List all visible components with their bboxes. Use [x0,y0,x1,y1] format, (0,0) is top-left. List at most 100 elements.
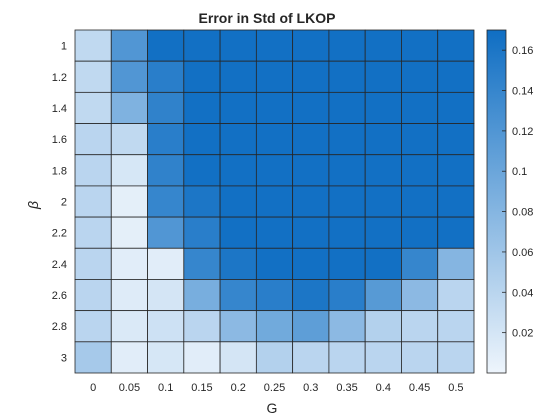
heatmap-cell [364,310,402,343]
heatmap-cell [401,341,439,374]
heatmap-cell [328,310,366,343]
heatmap-cell [437,341,475,374]
heatmap-cell [437,310,475,343]
heatmap-cell [437,279,475,312]
heatmap-cell [401,154,439,187]
heatmap-cell [219,60,257,93]
x-tick-label: 0.3 [303,382,318,394]
x-tick-label: 0.05 [119,382,140,394]
heatmap-cell [183,247,221,280]
heatmap-cell [110,91,148,124]
heatmap-cell [401,310,439,343]
x-tick-label: 0.5 [448,382,463,394]
heatmap-cell [110,310,148,343]
heatmap-cell [110,341,148,374]
heatmap-cell [255,29,294,62]
heatmap-cell [437,91,475,124]
heatmap-cell [183,216,221,249]
heatmap-cell [292,185,330,218]
heatmap-cells [74,29,475,374]
heatmap-cell [74,123,112,156]
heatmap-cell [74,341,112,374]
heatmap-cell [292,154,330,187]
heatmap-cell [110,154,148,187]
x-tick-label: 0.4 [376,382,391,394]
heatmap-cell [183,123,221,156]
heatmap-cell [328,185,366,218]
y-tick-label: 2.8 [52,321,67,333]
heatmap-cell [110,29,148,62]
heatmap-cell [147,310,185,343]
y-axis-ticks: 1 1.2 1.4 1.6 1.8 2 2.2 2.4 2.6 2.8 3 [52,41,67,365]
heatmap-cell [364,341,402,374]
heatmap-cell [110,185,148,218]
x-tick-label: 0.25 [264,382,285,394]
y-tick-label: 1.6 [52,134,67,146]
heatmap-cell [292,341,330,374]
heatmap-cell [74,279,112,312]
heatmap-cell [147,247,185,280]
heatmap-cell [255,60,294,93]
heatmap-cell [364,91,402,124]
heatmap-cell [437,154,475,187]
heatmap-cell [328,216,366,249]
x-tick-label: 0.1 [158,382,173,394]
heatmap-cell [110,247,148,280]
heatmap-cell [328,279,366,312]
heatmap-cell [401,29,439,62]
heatmap-cell [364,60,402,93]
heatmap-cell [364,29,402,62]
heatmap-cell [328,154,366,187]
heatmap-cell [364,185,402,218]
x-axis-ticks: 0 0.05 0.1 0.15 0.2 0.25 0.3 0.35 0.4 0.45 0.5 [90,382,463,394]
y-tick-label: 2.4 [52,259,67,271]
heatmap-cell [219,247,257,280]
heatmap-cell [437,123,475,156]
colorbar-tick-label: 0.1 [512,166,527,178]
heatmap-cell [74,154,112,187]
chart-title: Error in Std of LKOP [199,10,336,26]
heatmap-cell [110,60,148,93]
heatmap-cell [219,310,257,343]
y-tick-label: 3 [61,352,67,364]
heatmap-cell [292,310,330,343]
heatmap-cell [219,29,257,62]
x-tick-label: 0.2 [231,382,246,394]
colorbar-tick-label: 0.12 [512,126,533,138]
colorbar-tick-label: 0.16 [512,45,533,57]
heatmap-cell [364,216,402,249]
y-tick-label: 2.6 [52,290,67,302]
heatmap-cell [292,123,330,156]
heatmap-cell [328,123,366,156]
heatmap-cell [219,216,257,249]
heatmap-cell [183,29,221,62]
heatmap-cell [401,91,439,124]
colorbar: 0.02 0.04 0.06 0.08 0.1 0.12 0.14 0.16 [486,29,533,374]
heatmap-cell [110,279,148,312]
heatmap-cell [219,185,257,218]
heatmap-cell [147,185,185,218]
heatmap-cell [364,154,402,187]
heatmap-cell [147,29,185,62]
heatmap-cell [328,91,366,124]
y-axis-title: β [25,201,41,210]
x-axis-title: G [267,400,278,416]
heatmap-cell [183,279,221,312]
heatmap-cell [437,60,475,93]
heatmap-cell [437,216,475,249]
heatmap-cell [255,310,294,343]
heatmap-cell [74,29,112,62]
heatmap-cell [401,60,439,93]
heatmap-cell [292,29,330,62]
heatmap-cell [74,216,112,249]
colorbar-tick-label: 0.04 [512,287,533,299]
heatmap-cell [147,91,185,124]
heatmap-cell [401,123,439,156]
heatmap-cell [328,60,366,93]
colorbar-tick-label: 0.02 [512,328,533,340]
x-tick-label: 0.35 [336,382,357,394]
heatmap-cell [401,185,439,218]
heatmap-cell [219,341,257,374]
x-tick-label: 0 [90,382,96,394]
heatmap-cell [183,310,221,343]
